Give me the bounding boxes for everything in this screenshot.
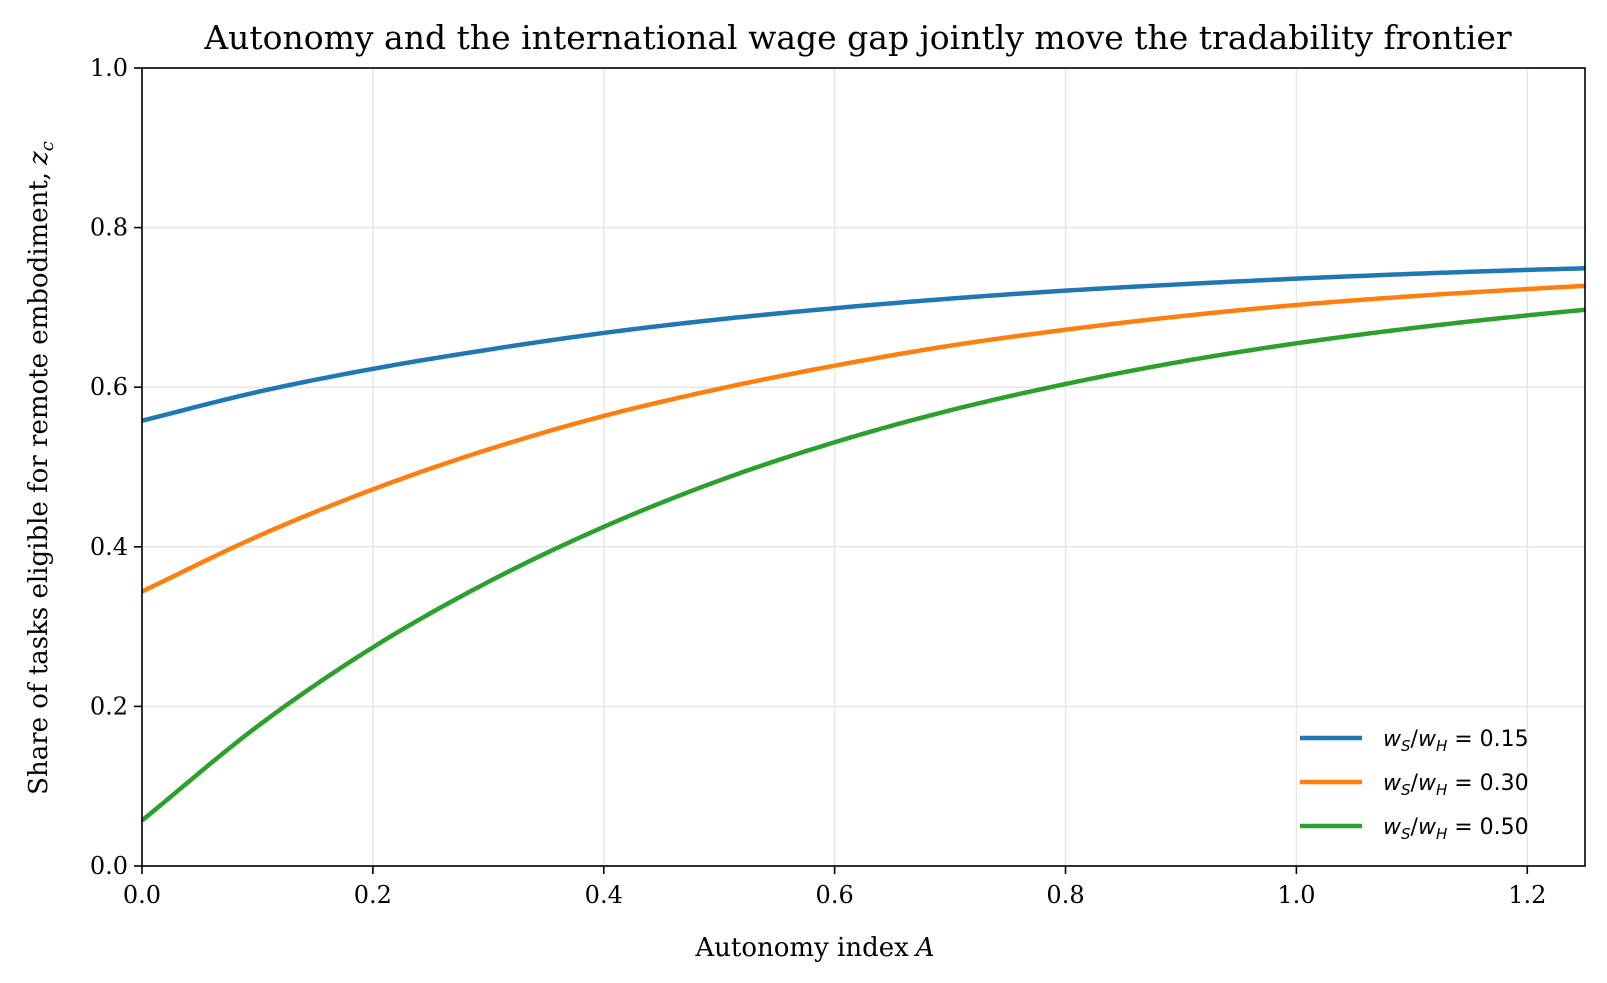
x-tick-label: 1.2 — [1508, 881, 1546, 909]
x-tick-label: 0.6 — [816, 881, 854, 909]
y-axis-label: Share of tasks eligible for remote embod… — [24, 141, 58, 795]
series-lines — [140, 266, 1586, 823]
y-tick-label: 0.4 — [90, 533, 128, 561]
y-tick-label: 0.0 — [90, 852, 128, 880]
y-axis-label-subscript: c — [37, 141, 58, 151]
y-axis-ticks: 0.0 0.2 0.4 0.6 0.8 1.0 — [90, 54, 142, 880]
y-tick-label: 1.0 — [90, 54, 128, 82]
grid — [141, 67, 1585, 867]
x-tick-label: 0.2 — [354, 881, 392, 909]
plot-area-frame — [141, 67, 1586, 867]
y-axis-label-text: Share of tasks eligible for remote embod… — [24, 172, 54, 795]
x-tick-label: 0.4 — [585, 881, 623, 909]
series-line — [140, 307, 1586, 823]
y-axis-label-symbol: z — [24, 151, 54, 166]
x-tick-label: 0.0 — [123, 881, 161, 909]
series-line — [141, 266, 1586, 423]
y-tick-label: 0.6 — [90, 373, 128, 401]
x-axis-ticks: 0.0 0.2 0.4 0.6 0.8 1.0 1.2 — [123, 866, 1546, 909]
x-axis-label-symbol: A — [914, 933, 935, 963]
series-line — [141, 283, 1586, 594]
x-axis-label-text: Autonomy index — [694, 933, 909, 963]
y-tick-label: 0.2 — [90, 692, 128, 720]
legend-label: wS/wH = 0.30 — [1383, 771, 1529, 799]
x-tick-label: 1.0 — [1277, 881, 1315, 909]
y-tick-label: 0.8 — [90, 214, 128, 242]
x-tick-label: 0.8 — [1046, 881, 1084, 909]
legend: wS/wH = 0.15 wS/wH = 0.30 wS/wH = 0.50 — [1300, 727, 1529, 843]
x-axis-label: Autonomy index A — [694, 933, 934, 963]
legend-label: wS/wH = 0.50 — [1383, 815, 1529, 843]
legend-label: wS/wH = 0.15 — [1383, 727, 1529, 755]
chart-title: Autonomy and the international wage gap … — [203, 18, 1512, 57]
